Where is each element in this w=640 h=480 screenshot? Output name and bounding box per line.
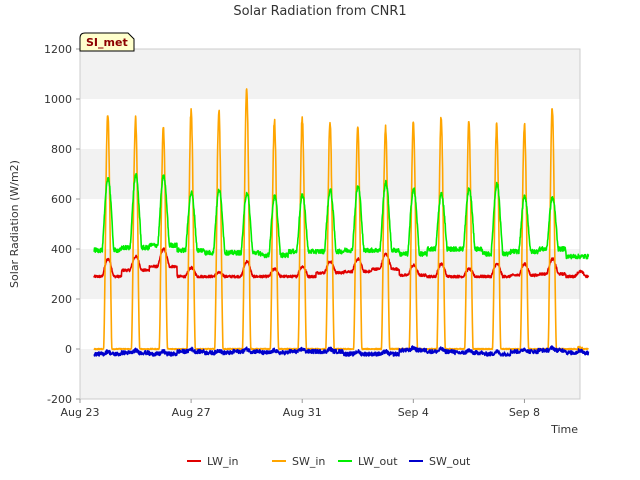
grid-band bbox=[80, 349, 580, 399]
series-line-lw-out bbox=[93, 172, 590, 260]
legend-label: SW_in bbox=[292, 455, 325, 468]
y-tick-label: -200 bbox=[47, 393, 72, 406]
legend-label: SW_out bbox=[429, 455, 471, 468]
x-axis-ticks: Aug 23 Aug 27 Aug 31 Sep 4 Sep 8 bbox=[61, 399, 540, 419]
legend: LW_in SW_in LW_out SW_out bbox=[187, 455, 471, 468]
x-tick-label: Sep 4 bbox=[398, 406, 429, 419]
y-tick-label: 0 bbox=[65, 343, 72, 356]
y-tick-label: 400 bbox=[51, 243, 72, 256]
y-axis-ticks: -200 0 200 400 600 800 1000 1200 bbox=[44, 43, 80, 406]
badge-shape bbox=[79, 32, 135, 52]
x-tick-label: Sep 8 bbox=[509, 406, 540, 419]
legend-label: LW_out bbox=[358, 455, 398, 468]
x-tick-label: Aug 31 bbox=[283, 406, 322, 419]
series-line-lw-in bbox=[93, 247, 590, 279]
grid-bands bbox=[80, 49, 580, 399]
chart-title: Solar Radiation from CNR1 bbox=[233, 4, 406, 19]
y-tick-label: 1000 bbox=[44, 93, 72, 106]
legend-label: LW_in bbox=[207, 455, 239, 468]
y-tick-label: 800 bbox=[51, 143, 72, 156]
badge-label: SI_met bbox=[86, 36, 128, 49]
y-axis-label: Solar Radiation (W/m2) bbox=[8, 160, 21, 288]
x-tick-label: Aug 23 bbox=[61, 406, 100, 419]
series-line-sw-out bbox=[93, 345, 590, 357]
grid-band bbox=[80, 49, 580, 99]
y-tick-label: 600 bbox=[51, 193, 72, 206]
station-badge: SI_met bbox=[79, 32, 135, 52]
series-line-sw-in bbox=[93, 88, 590, 353]
y-tick-label: 1200 bbox=[44, 43, 72, 56]
x-tick-label: Aug 27 bbox=[172, 406, 211, 419]
x-axis-label: Time bbox=[550, 423, 578, 436]
grid-band bbox=[80, 249, 580, 299]
plot-frame bbox=[79, 48, 581, 400]
series-layer bbox=[93, 88, 590, 357]
y-tick-label: 200 bbox=[51, 293, 72, 306]
